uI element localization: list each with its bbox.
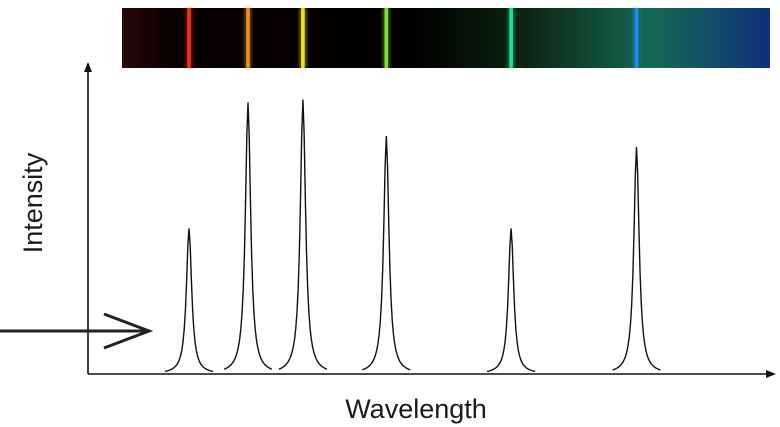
emission-line-1 — [187, 8, 191, 68]
spectrum-peak-5 — [486, 228, 536, 373]
y-axis-arrowhead — [84, 62, 92, 72]
x-axis-arrowhead — [766, 370, 776, 378]
x-axis-label: Wavelength — [345, 394, 487, 424]
spectrum-strip — [122, 8, 770, 68]
spectrum-peak-6 — [612, 147, 661, 371]
axes — [84, 62, 776, 378]
spectrum-peak-4 — [362, 135, 411, 371]
spectrum-strip-background — [122, 8, 770, 68]
emission-line-3 — [301, 8, 305, 68]
spectrum-peak-1 — [164, 228, 214, 373]
emission-line-2 — [246, 8, 250, 68]
spectrum-peaks — [164, 99, 661, 375]
emission-line-4 — [384, 8, 389, 68]
spectrum-peak-2 — [223, 102, 273, 370]
emission-line-5 — [509, 8, 513, 68]
emission-line-6 — [634, 8, 639, 68]
y-axis-label: Intensity — [18, 152, 48, 253]
spectrum-emission-lines — [185, 8, 641, 68]
right-arrow-icon — [0, 312, 154, 350]
spectrum-peak-3 — [278, 99, 328, 370]
